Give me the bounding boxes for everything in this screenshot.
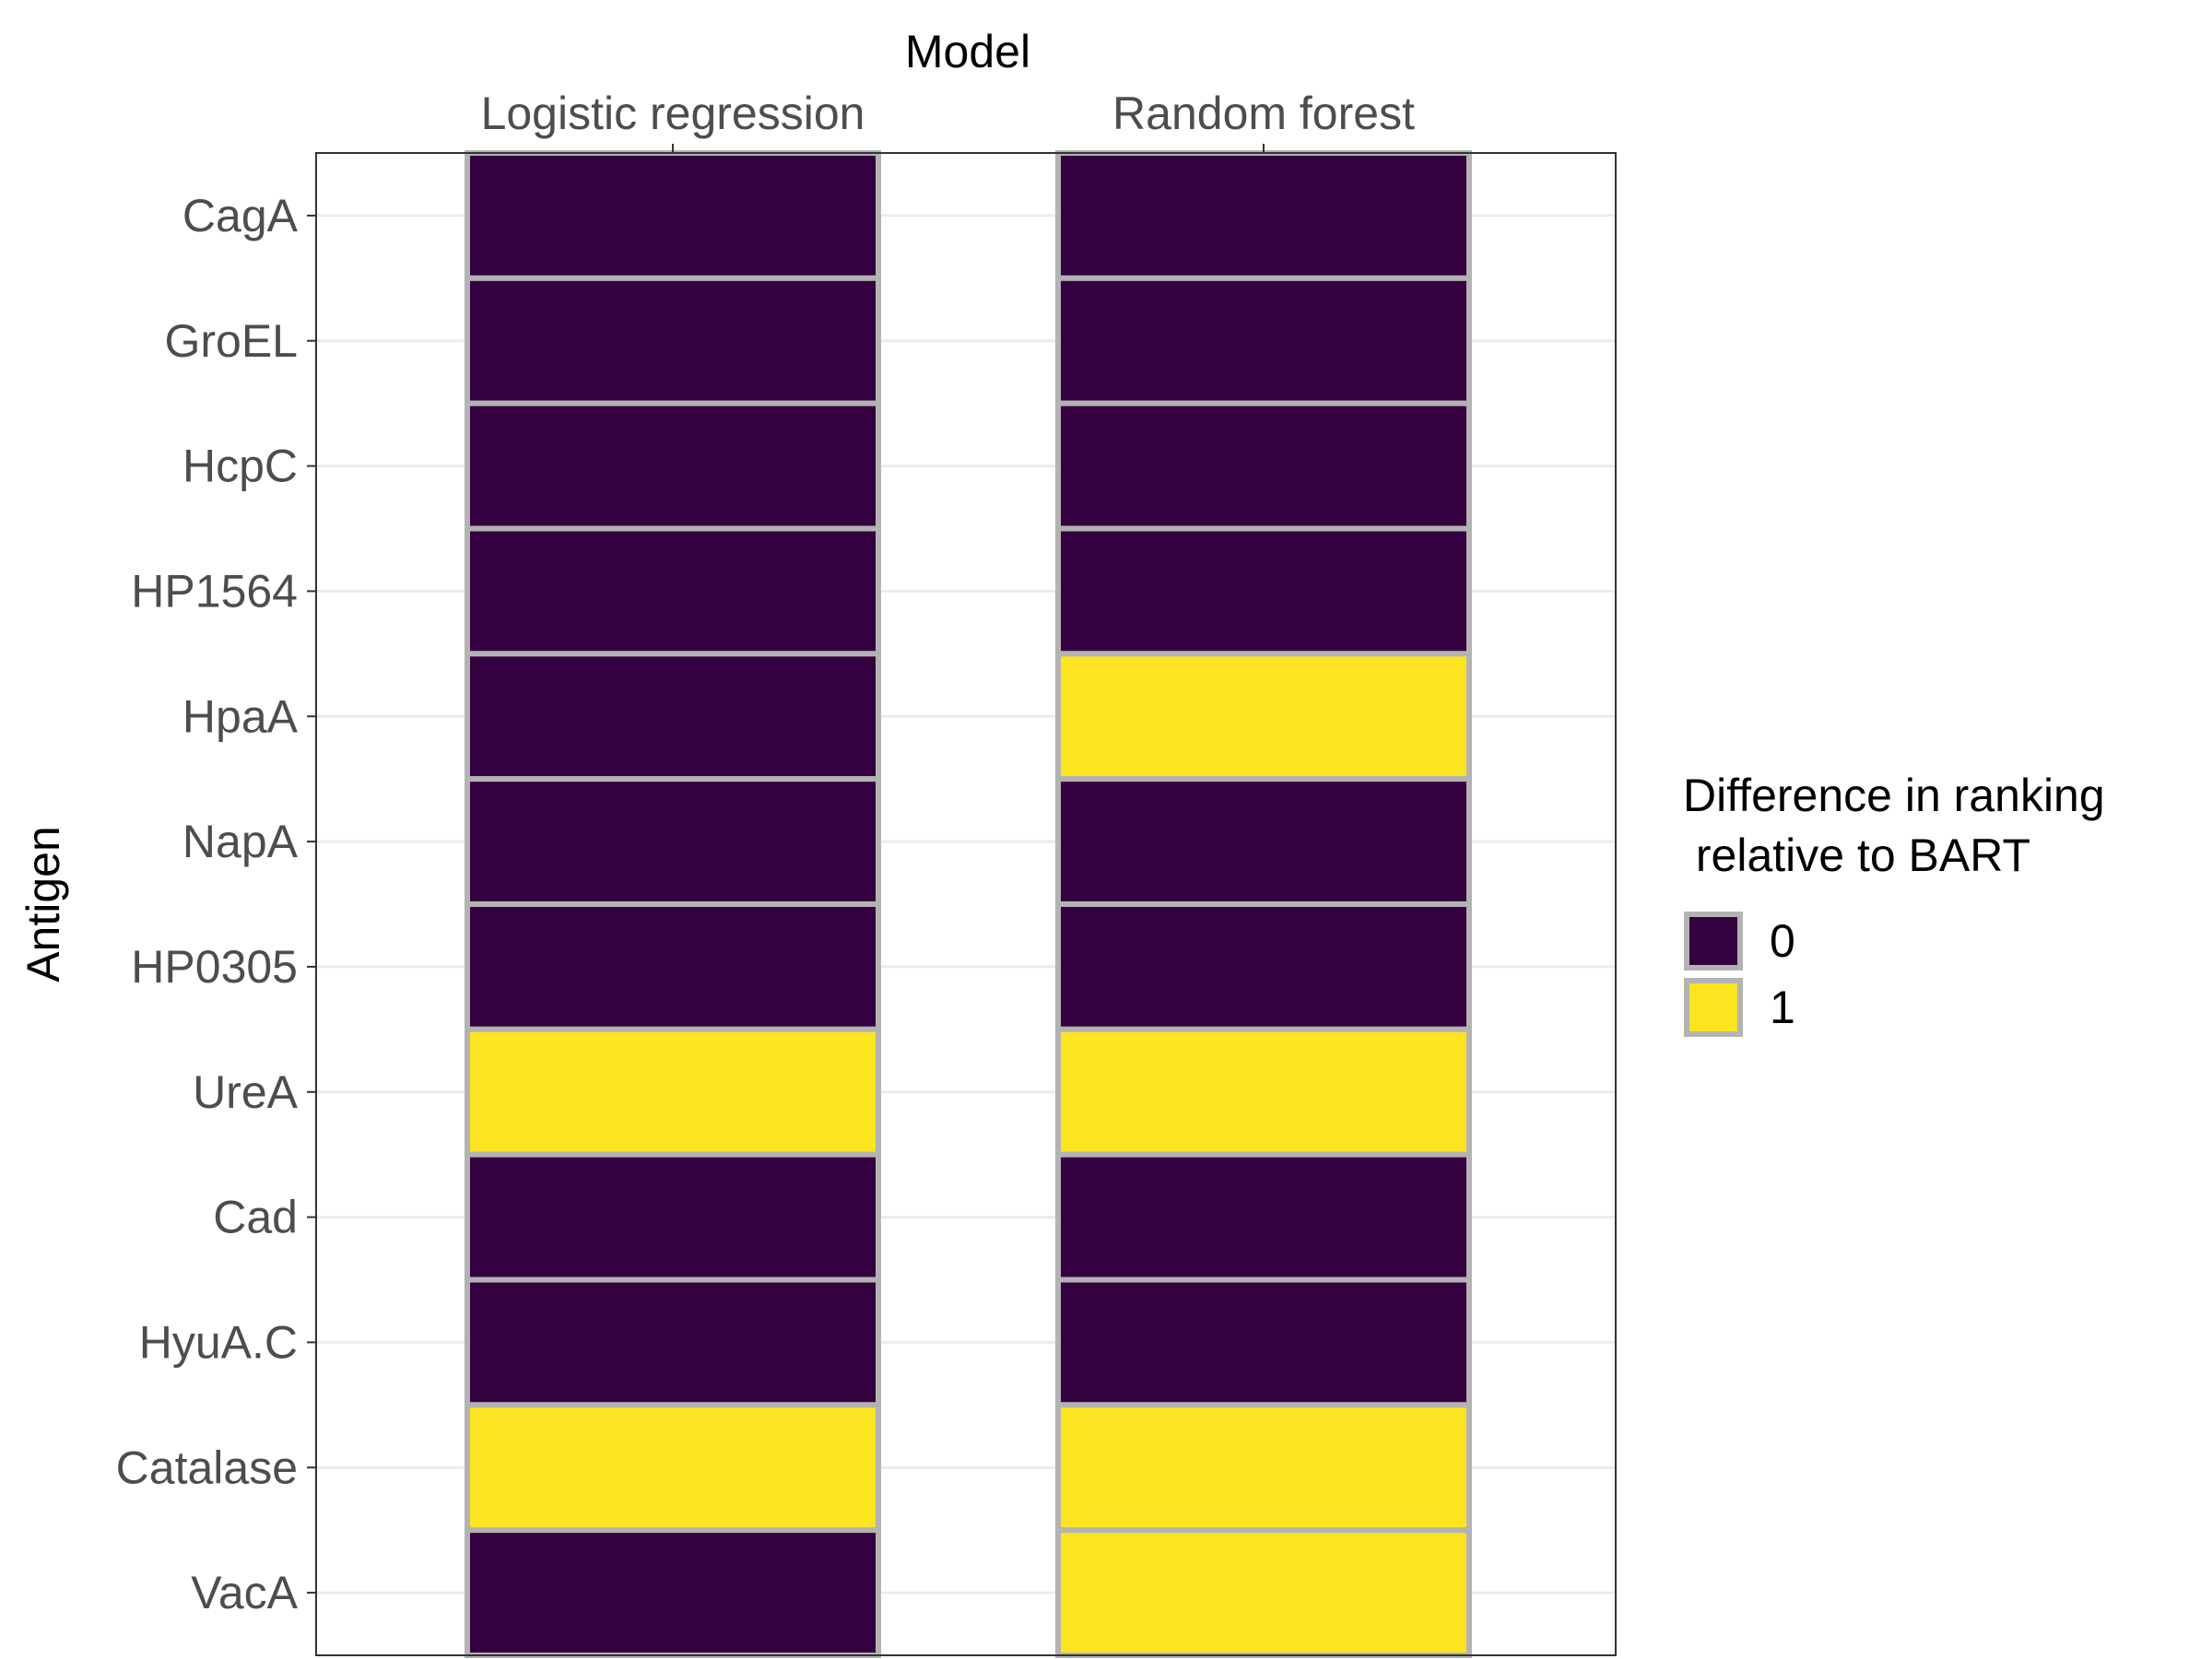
tile-vaca-logistic-regression xyxy=(465,1527,881,1658)
y-tick-label-napa: NapA xyxy=(182,816,299,867)
tile-hp1564-random-forest xyxy=(1055,525,1472,657)
y-tick-label-caga: CagA xyxy=(182,190,299,241)
y-tick-label-urea: UreA xyxy=(193,1066,299,1118)
tile-groel-logistic-regression xyxy=(465,275,881,406)
tile-cad-logistic-regression xyxy=(465,1151,881,1283)
tile-napa-logistic-regression xyxy=(465,776,881,908)
y-tick-label-groel: GroEL xyxy=(164,315,298,367)
legend-label-0: 0 xyxy=(1770,915,1795,967)
tile-hcpc-logistic-regression xyxy=(465,400,881,532)
y-tick-label-vaca: VacA xyxy=(191,1567,298,1618)
legend-title-line-2: relative to BART xyxy=(1683,830,2030,881)
tile-napa-random-forest xyxy=(1055,776,1472,908)
legend-key-0 xyxy=(1684,912,1743,971)
y-tick-label-hcpc: HcpC xyxy=(182,441,298,492)
tile-caga-random-forest xyxy=(1055,150,1472,281)
tile-caga-logistic-regression xyxy=(465,150,881,281)
legend: Difference in ranking relative to BART 0… xyxy=(1683,770,2105,1037)
tile-hp0305-logistic-regression xyxy=(465,901,881,1032)
y-axis-title: Antigen xyxy=(18,826,69,982)
tile-groel-random-forest xyxy=(1055,275,1472,406)
panel-border xyxy=(315,152,1617,1656)
tile-vaca-random-forest xyxy=(1055,1527,1472,1658)
tile-hcpc-random-forest xyxy=(1055,400,1472,532)
y-tick-label-catalase: Catalase xyxy=(116,1441,298,1493)
y-tick-label-hp1564: HP1564 xyxy=(131,565,298,617)
x-tick-label-logistic-regression: Logistic regression xyxy=(481,88,865,139)
y-tick-label-hpaa: HpaA xyxy=(182,690,299,742)
tile-hp1564-logistic-regression xyxy=(465,525,881,657)
tile-hpaa-logistic-regression xyxy=(465,651,881,782)
y-tick-label-hp0305: HP0305 xyxy=(131,941,298,993)
heatmap-tiles xyxy=(465,150,1472,1658)
legend-label-1: 1 xyxy=(1770,982,1795,1033)
tile-urea-random-forest xyxy=(1055,1026,1472,1158)
tile-hpaa-random-forest xyxy=(1055,651,1472,782)
legend-keys: 01 xyxy=(1684,912,1795,1037)
tile-hyua-c-random-forest xyxy=(1055,1277,1472,1408)
legend-key-1 xyxy=(1684,978,1743,1037)
axis-ticks xyxy=(307,144,1265,1594)
legend-title-line-1: Difference in ranking xyxy=(1683,770,2105,821)
tile-cad-random-forest xyxy=(1055,1151,1472,1283)
tile-hp0305-random-forest xyxy=(1055,901,1472,1032)
x-axis-title: Model xyxy=(905,26,1030,77)
x-tick-labels: Logistic regression Random forest xyxy=(481,88,1416,139)
y-tick-label-hyua-c: HyuA.C xyxy=(139,1316,298,1368)
x-tick-label-random-forest: Random forest xyxy=(1112,88,1415,139)
tile-hyua-c-logistic-regression xyxy=(465,1277,881,1408)
tile-catalase-logistic-regression xyxy=(465,1402,881,1534)
tile-catalase-random-forest xyxy=(1055,1402,1472,1534)
tile-urea-logistic-regression xyxy=(465,1026,881,1158)
y-tick-label-cad: Cad xyxy=(213,1192,298,1243)
y-tick-labels: CagA GroEL HcpC HP1564 HpaA NapA HP0305 UreA Cad… xyxy=(116,190,299,1618)
